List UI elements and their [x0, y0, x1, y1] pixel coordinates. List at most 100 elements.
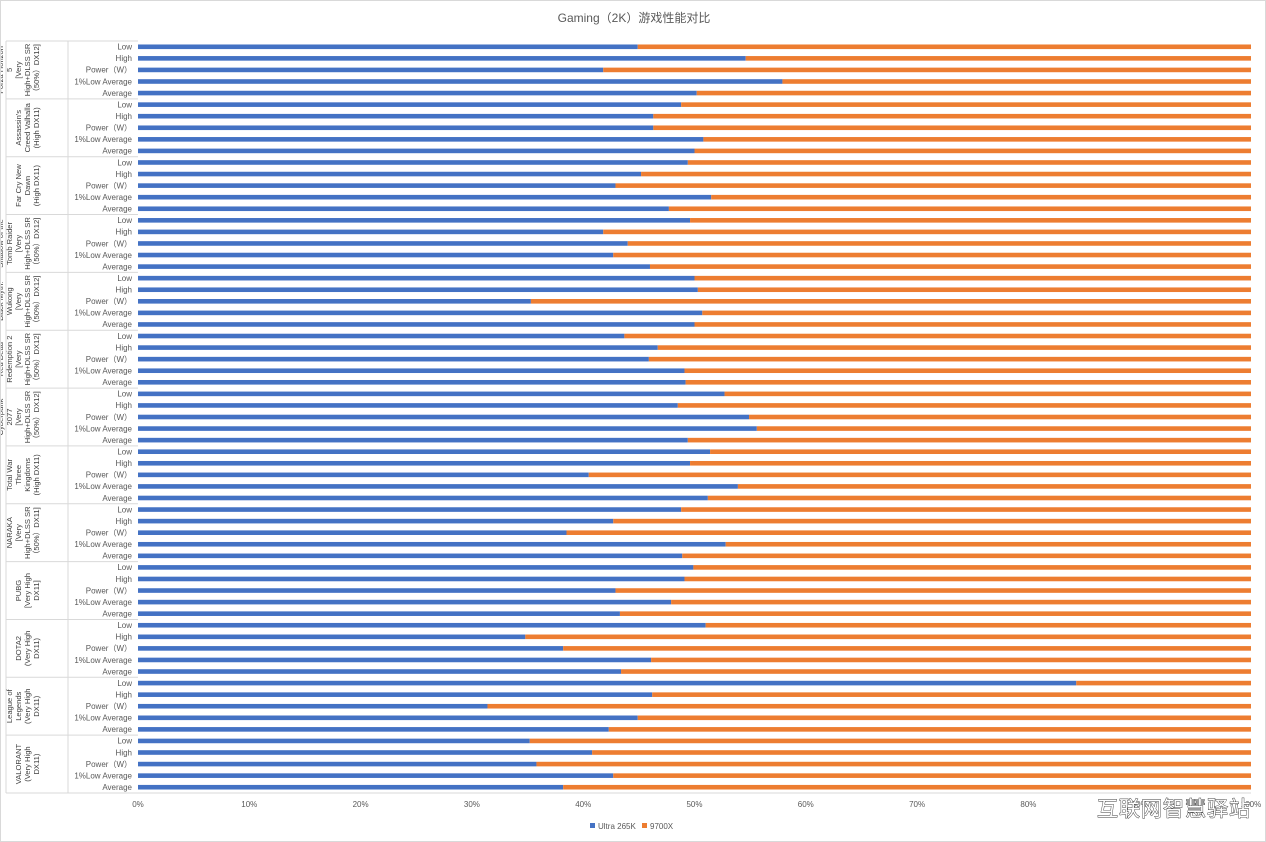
group-3-bar-5-ultra-265k — [138, 206, 669, 212]
group-6-label-line: （50%）DX12] — [32, 333, 41, 385]
group-7-bar-3-9700x — [749, 414, 1251, 420]
group-1-bar-2-9700x — [745, 56, 1251, 61]
group-13-category-label: Low — [117, 737, 132, 746]
group-3-category-label: 1%Low Average — [74, 193, 132, 202]
group-5-label-line: [Very — [14, 292, 23, 310]
group-4-category-label: 1%Low Average — [74, 251, 132, 260]
group-8-bar-3-9700x — [588, 472, 1251, 478]
group-4-bar-2-9700x — [603, 229, 1251, 235]
group-5-label-line: （50%）DX12] — [32, 276, 41, 328]
group-6-label: Red DeadRedemption 2[VeryHigh+DLSS SR（50… — [1, 332, 41, 385]
group-9-bar-3-ultra-265k — [138, 530, 567, 535]
group-6-bar-4-9700x — [684, 368, 1251, 374]
group-1-bar-1-9700x — [637, 44, 1251, 50]
group-5-category-label: Average — [102, 320, 132, 329]
group-2-category-label: Low — [117, 100, 132, 109]
group-2-category-label: Power（W） — [86, 124, 132, 133]
x-tick-label: 60% — [798, 800, 814, 809]
group-3-bar-3-9700x — [615, 183, 1251, 188]
group-10-category-label: Average — [102, 609, 132, 618]
group-5-bar-1-ultra-265k — [138, 275, 695, 281]
group-10-category-label: 1%Low Average — [74, 598, 132, 607]
group-6-bar-1-9700x — [624, 333, 1251, 339]
group-3-category-label: Power（W） — [86, 181, 132, 190]
group-6-category-label: Low — [117, 332, 132, 341]
group-5-label-line: Wukong — [5, 287, 14, 315]
group-3-bar-2-9700x — [641, 171, 1251, 177]
group-2-category-label: High — [116, 112, 132, 121]
group-13-label: VALORANT(Very HighDX11) — [14, 744, 41, 785]
group-2-bar-3-9700x — [653, 125, 1251, 131]
group-6-category-label: High — [116, 343, 132, 352]
group-12-bar-1-9700x — [1076, 680, 1251, 686]
group-9-bar-2-9700x — [613, 518, 1251, 524]
group-6-bar-3-9700x — [648, 356, 1251, 362]
group-8-label-line: (High DX11) — [32, 454, 41, 496]
group-3-category-label: Average — [102, 205, 132, 214]
group-4-bar-1-ultra-265k — [138, 218, 691, 223]
group-11-bar-4-9700x — [651, 657, 1251, 663]
group-1-label-line: [Very — [14, 61, 23, 79]
group-2-label-line: (High DX11) — [32, 107, 41, 149]
chart-title: Gaming（2K）游戏性能对比 — [558, 11, 711, 25]
group-11-label-line: DOTA2 — [14, 636, 23, 661]
group-11-bar-5-ultra-265k — [138, 669, 622, 674]
group-13-label-line: DX11) — [32, 753, 41, 774]
group-11-bar-5-9700x — [621, 669, 1251, 674]
group-2-bar-4-ultra-265k — [138, 137, 704, 142]
group-1-bar-3-ultra-265k — [138, 67, 604, 73]
group-11-bar-2-9700x — [525, 634, 1251, 640]
group-3-label: Far Cry NewDawn(High DX11) — [14, 164, 41, 207]
group-2-bar-1-ultra-265k — [138, 102, 682, 107]
group-12-bar-1-ultra-265k — [138, 680, 1077, 686]
group-10-bar-4-ultra-265k — [138, 599, 672, 605]
group-10-label-line: PUBG — [14, 580, 23, 602]
group-8-bar-2-ultra-265k — [138, 460, 691, 466]
group-8-category-label: Low — [117, 448, 132, 457]
group-7-bar-4-ultra-265k — [138, 426, 757, 431]
group-12-category-label: Power（W） — [86, 702, 132, 711]
group-4-label-line: Tomb Raider — [5, 221, 14, 265]
x-tick-label: 30% — [464, 800, 480, 809]
group-13-bar-2-ultra-265k — [138, 750, 593, 755]
group-11-label: DOTA2(Very HighDX11) — [14, 631, 41, 666]
group-11-label-line: DX11) — [32, 637, 41, 658]
group-7-bar-5-ultra-265k — [138, 437, 688, 443]
group-11-bar-1-9700x — [705, 622, 1251, 628]
group-5-bar-2-9700x — [697, 287, 1251, 293]
group-12-category-label: Low — [117, 679, 132, 688]
group-3-label-line: Far Cry New — [14, 164, 23, 207]
group-12-bar-2-ultra-265k — [138, 692, 653, 697]
group-5-category-label: Low — [117, 274, 132, 283]
group-13-bar-3-9700x — [536, 761, 1251, 767]
group-5-bar-5-ultra-265k — [138, 322, 695, 327]
x-tick-label: 90% — [1132, 800, 1148, 809]
group-10-label-line: [Very High — [23, 573, 32, 608]
group-3-bar-1-ultra-265k — [138, 160, 688, 165]
group-13-bar-4-9700x — [613, 773, 1251, 778]
group-3-bar-2-ultra-265k — [138, 171, 642, 177]
group-9-label: NARAKA[VeryHigh+DLSS SR（50%）DX11] — [5, 506, 41, 559]
group-4-category-label: Average — [102, 262, 132, 271]
group-1-bar-5-ultra-265k — [138, 90, 697, 96]
group-5-category-label: 1%Low Average — [74, 309, 132, 318]
group-4-bar-5-ultra-265k — [138, 264, 650, 269]
group-4-bar-1-9700x — [690, 218, 1251, 223]
group-4-bar-2-ultra-265k — [138, 229, 604, 235]
x-tick-label: 50% — [686, 800, 702, 809]
group-4-bar-3-ultra-265k — [138, 241, 628, 246]
group-12-bar-4-ultra-265k — [138, 715, 638, 721]
group-13-label-line: (Very High — [23, 746, 32, 781]
group-7-bar-3-ultra-265k — [138, 414, 750, 420]
x-tick-label: 40% — [575, 800, 591, 809]
group-7-category-label: Average — [102, 436, 132, 445]
group-12-bar-3-ultra-265k — [138, 703, 488, 709]
group-9-category-label: Power（W） — [86, 528, 132, 537]
group-2-label-line: Assassin's — [14, 110, 23, 146]
group-1-label-line: 5 — [5, 68, 14, 72]
group-9-bar-2-ultra-265k — [138, 518, 614, 524]
x-tick-label: 100% — [1241, 800, 1261, 809]
group-2-bar-4-9700x — [703, 137, 1251, 142]
group-6-bar-3-ultra-265k — [138, 356, 649, 362]
